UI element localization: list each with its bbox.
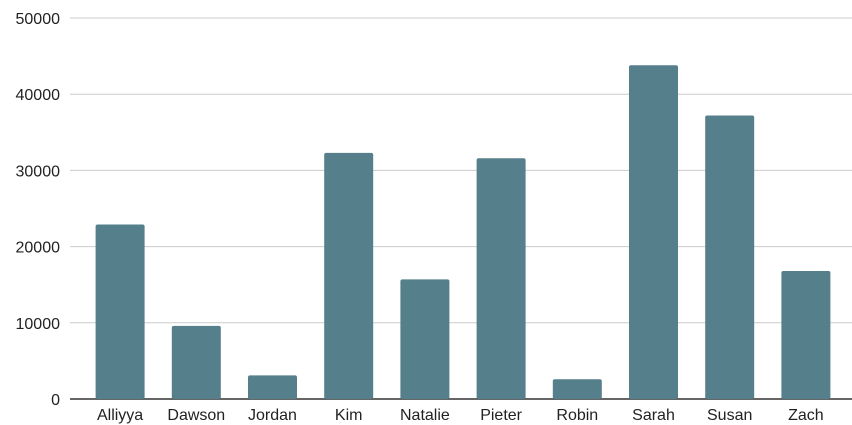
x-axis-category-labels: Alliyya Dawson Jordan Kim Natalie Pieter Robin… (97, 407, 824, 424)
x-category-label: Zach (788, 407, 824, 424)
bar-layer (95, 65, 831, 399)
x-category-label: Alliyya (97, 407, 143, 424)
y-tick-label: 20000 (16, 240, 61, 257)
bar-alliyya (95, 224, 145, 399)
bar-kim (324, 152, 374, 399)
y-tick-label: 40000 (16, 87, 61, 104)
x-category-label: Robin (556, 407, 598, 424)
x-category-label: Sarah (632, 407, 675, 424)
bar-zach (781, 270, 831, 399)
bar-sarah (629, 65, 678, 399)
y-tick-label: 0 (51, 392, 60, 409)
y-axis-tick-labels: 0 10000 20000 30000 40000 50000 (16, 11, 61, 409)
x-category-label: Dawson (167, 407, 225, 424)
y-tick-label: 30000 (16, 163, 61, 180)
x-category-label: Pieter (480, 407, 522, 424)
x-category-label: Natalie (400, 407, 450, 424)
x-category-label: Susan (707, 407, 752, 424)
y-tick-label: 10000 (16, 316, 61, 333)
bar-pieter (476, 158, 526, 399)
bar-robin (552, 379, 602, 399)
bar-susan (705, 115, 755, 399)
bar-dawson (171, 325, 221, 399)
bar-jordan (248, 375, 297, 399)
y-tick-label: 50000 (16, 11, 61, 28)
x-category-label: Jordan (248, 407, 297, 424)
bar-natalie (400, 279, 450, 399)
x-category-label: Kim (335, 407, 363, 424)
